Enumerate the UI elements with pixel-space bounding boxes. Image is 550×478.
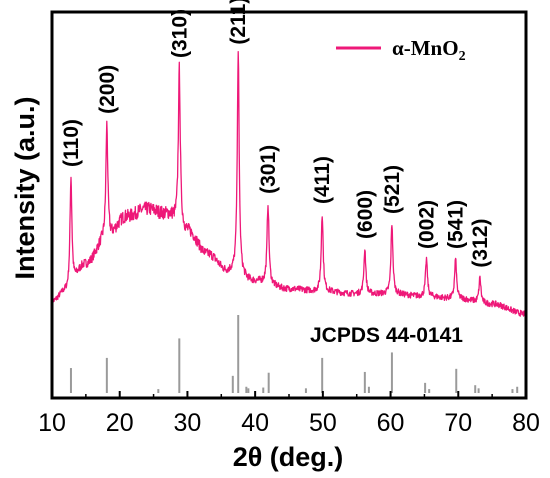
peak-label: (200)	[96, 65, 119, 114]
x-tick-label-80: 80	[512, 409, 540, 437]
x-tick-label-70: 70	[444, 409, 472, 437]
peak-label: (211)	[227, 0, 250, 45]
x-tick-label-20: 20	[106, 409, 134, 437]
x-tick-label-30: 30	[174, 409, 202, 437]
legend-label-subscript: 2	[459, 49, 466, 64]
peak-label: (541)	[445, 200, 468, 249]
x-tick-label-50: 50	[309, 409, 337, 437]
peak-labels: (110) (200) (310) (211) (301) (411) (600)(521)…	[60, 0, 492, 268]
x-axis-ticks: 10 20 30 40 50 60 70 80	[38, 391, 540, 437]
legend-label: α-MnO2	[392, 36, 466, 64]
peak-label: (411)	[311, 156, 334, 204]
peak-label: (312)	[469, 219, 492, 268]
x-tick-label-40: 40	[241, 409, 269, 437]
reference-label: JCPDS 44-0141	[310, 324, 463, 347]
legend: α-MnO2	[336, 36, 466, 64]
x-tick-label-10: 10	[38, 409, 66, 437]
peak-label: (110)	[60, 119, 83, 167]
x-axis-title: 2θ (deg.)	[233, 442, 344, 472]
peak-label: (521)	[381, 165, 404, 214]
series-line-alpha-mno2	[51, 50, 527, 317]
peak-label: (301)	[257, 145, 280, 194]
y-axis-title: Intensity (a.u.)	[10, 96, 40, 279]
reference-pattern	[69, 315, 519, 393]
peak-label: (002)	[416, 200, 439, 249]
peak-label: (310)	[168, 9, 191, 58]
x-tick-label-60: 60	[377, 409, 405, 437]
series-group	[51, 50, 527, 317]
peak-label: (600)	[354, 190, 377, 239]
